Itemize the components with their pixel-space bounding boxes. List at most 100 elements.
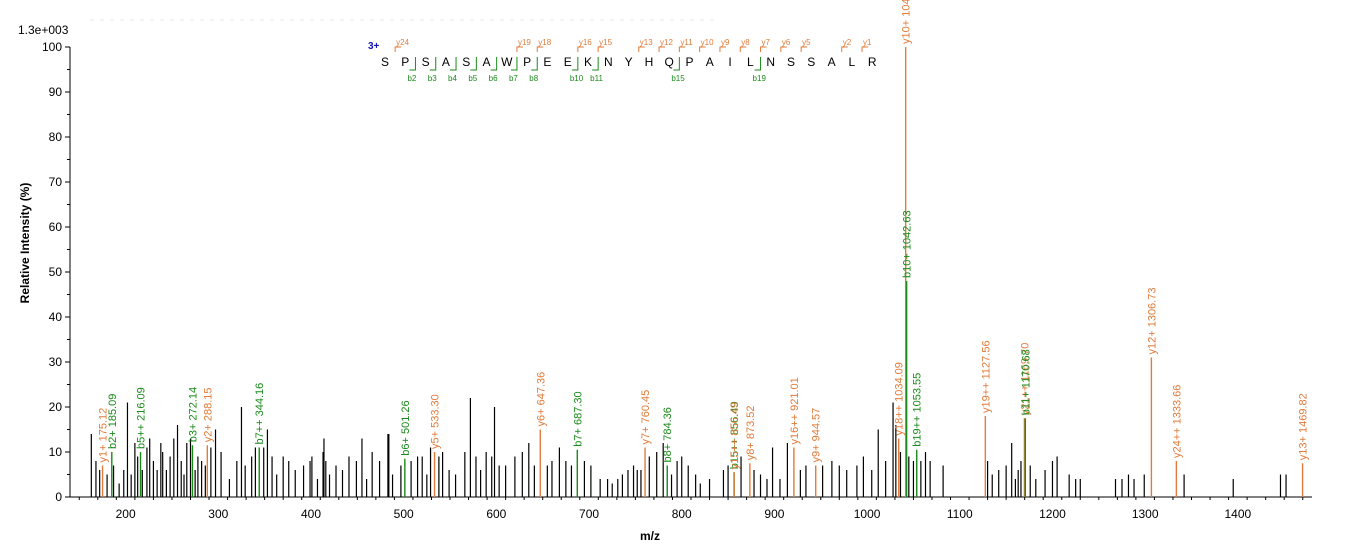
y-ion-bracket: [760, 46, 767, 52]
x-tick-label: 1100: [947, 507, 973, 521]
y-ion-marker: y10: [701, 38, 714, 47]
y-ion-marker: y13: [640, 38, 653, 47]
y-tick-label: 80: [49, 130, 63, 144]
peak-label: y15++ 856.49: [729, 402, 741, 469]
y-ion-bracket: [577, 46, 584, 52]
peak-label: y8+ 873.52: [745, 406, 757, 461]
peak-label: b7+ 687.30: [572, 391, 584, 446]
sequence-residue: W: [501, 55, 513, 69]
sequence-residue: E: [543, 55, 551, 69]
sequence-residue: P: [685, 55, 693, 69]
y-ion-bracket: [841, 46, 848, 52]
b-ion-bracket: [754, 57, 762, 71]
axes: 0 10 20 30 40 50 60 70 80 90 100 200 300 400 500 600 700…: [42, 40, 1312, 521]
peak-label: b2+ 185.09: [107, 394, 119, 449]
b-ion-marker: b19: [753, 74, 767, 83]
peak-label: y2+ 288.15: [202, 388, 214, 443]
sequence-residue: R: [868, 55, 877, 69]
sequence-residue: Y: [625, 55, 633, 69]
sequence-residue: A: [828, 55, 836, 69]
y-ion-bracket: [861, 46, 869, 52]
peak-label: y19++ 1127.56: [980, 340, 992, 413]
sequence-residue: A: [482, 55, 490, 69]
peak-label: y13+ 1469.82: [1298, 393, 1310, 460]
sequence-residue: E: [564, 55, 572, 69]
y-ion-bracket: [536, 46, 544, 52]
peak-label: y10+ 1041.60: [901, 0, 913, 44]
y-ion-marker: y1: [863, 38, 872, 47]
sequence-residue: S: [787, 55, 795, 69]
y-ion-marker: y18: [538, 38, 551, 47]
y-ion-bracket: [597, 46, 605, 52]
peak-label: y16++ 921.01: [789, 377, 801, 444]
y-ion-bracket: [516, 46, 523, 52]
x-tick-label: 500: [394, 507, 414, 521]
b-ion-marker: b15: [671, 74, 685, 83]
sequence-residue: S: [381, 55, 389, 69]
b-ion-marker: b2: [407, 74, 416, 83]
b-ion-marker: b6: [489, 74, 498, 83]
y-ion-marker: y24: [396, 38, 409, 47]
y-tick-label: 0: [55, 490, 62, 504]
y-ion-bracket: [394, 46, 402, 52]
x-tick-label: 400: [301, 507, 321, 521]
y-ion-marker: y8: [741, 38, 750, 47]
y-tick-label: 90: [49, 85, 63, 99]
sequence-residue: S: [807, 55, 815, 69]
b-ion-marker: b4: [448, 74, 457, 83]
b-ion-marker: b8: [529, 74, 538, 83]
peak-label: y6+ 647.36: [535, 372, 547, 427]
peak-label: b15++ 856.49: [729, 401, 741, 469]
peak-label: b19++ 1053.55: [912, 373, 924, 447]
y-tick-label: 100: [42, 40, 62, 54]
b-ion-bracket: [470, 57, 477, 71]
y-ion-marker: y11: [680, 38, 693, 47]
peak-label: y7+ 760.45: [640, 390, 652, 445]
sequence-residue: L: [747, 55, 754, 69]
peak-label: y1+ 175.12: [98, 408, 110, 463]
b-ion-bracket: [592, 57, 599, 71]
sequence-residue: A: [706, 55, 714, 69]
x-tick-label: 300: [208, 507, 228, 521]
b-ion-marker: b3: [428, 74, 437, 83]
sequence-residue: Q: [665, 55, 674, 69]
y-ion-marker: y12: [660, 38, 673, 47]
sequence-residue: S: [422, 55, 430, 69]
peak-label: y24++ 1333.66: [1171, 385, 1183, 458]
b-ion-bracket: [510, 57, 518, 71]
b-ion-bracket: [429, 57, 437, 71]
max-intensity-label: 1.3e+003: [18, 23, 69, 37]
y-tick-label: 10: [49, 445, 63, 459]
unannotated-peaks: [90, 398, 1287, 497]
b-ion-bracket: [409, 57, 416, 71]
y-ion-marker: y9: [721, 38, 730, 47]
b-ion-marker: b7: [509, 74, 518, 83]
y-ion-marker: y7: [762, 38, 771, 47]
peak-label: y9+ 944.57: [811, 408, 823, 463]
y-tick-label: 60: [49, 220, 63, 234]
y-tick-label: 40: [49, 310, 63, 324]
sequence-residue: L: [849, 55, 856, 69]
y-axis-title: Relative Intensity (%): [18, 183, 32, 304]
peak-label: b6+ 501.26: [400, 400, 412, 455]
y-ion-marker: y16: [579, 38, 592, 47]
peak-label: b8+ 784.36: [662, 407, 674, 462]
y-ion-marker: y2: [843, 38, 852, 47]
peak-label: b5++ 216.09: [136, 387, 148, 449]
x-tick-label: 200: [116, 507, 136, 521]
y-ion-marker: y15: [599, 38, 612, 47]
peak-label: y12+ 1306.73: [1146, 288, 1158, 355]
y-ion-marker: y6: [782, 38, 791, 47]
b-ion-bracket: [673, 57, 680, 71]
x-tick-label: 900: [764, 507, 784, 521]
x-tick-label: 800: [672, 507, 692, 521]
x-tick-label: 700: [579, 507, 599, 521]
sequence-residue: P: [401, 55, 409, 69]
y-ion-marker: y5: [802, 38, 811, 47]
x-tick-label: 1000: [854, 507, 881, 521]
y-ion-bracket: [678, 46, 686, 52]
peak-label: y5+ 533.30: [430, 394, 442, 449]
x-tick-label: 1200: [1039, 507, 1066, 521]
